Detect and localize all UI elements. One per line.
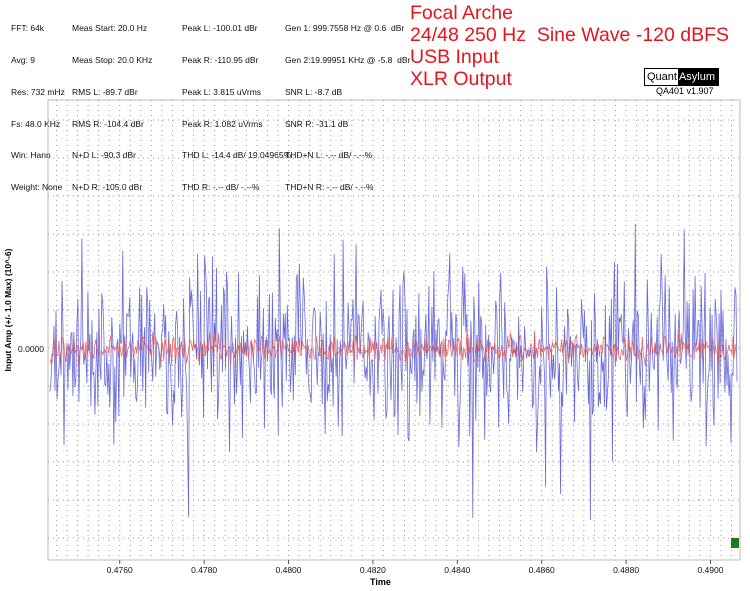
stat-meas-start: Meas Start: 20.0 Hz: [72, 23, 148, 34]
x-axis-label: Time: [370, 577, 391, 587]
green-marker: [731, 538, 739, 548]
stat-fs: Fs: 48.0 KHz: [11, 118, 61, 129]
stat-nd-r: N+D R: -105.0 dBr: [72, 182, 143, 193]
x-tick-label: 0.4800: [276, 565, 302, 575]
x-tick-label: 0.4780: [191, 565, 217, 575]
series-blue-line: [49, 223, 738, 521]
stat-fft: FFT: 64k: [11, 23, 45, 34]
y-tick-label: 0.0000: [18, 344, 44, 354]
stat-rms-r: RMS R: -104.4 dBr: [72, 118, 144, 129]
stats-column-1: FFT: 64k Avg: 9 Res: 732 mHz Fs: 48.0 KH…: [11, 2, 65, 203]
x-tick-label: 0.4840: [444, 565, 470, 575]
series-red-line: [49, 330, 738, 367]
title-line-2: 24/48 250 Hz Sine Wave -120 dBFS: [410, 24, 730, 46]
x-tick-label: 0.4880: [613, 565, 639, 575]
stat-snr-r: SNR R: -31.1 dB: [285, 118, 349, 129]
stat-avg: Avg: 9: [11, 54, 35, 65]
stat-peak-l-uv: Peak L: 3.815 uVrms: [182, 86, 262, 97]
x-tick-label: 0.4820: [360, 565, 386, 575]
quantasylum-logo: Quant Asylum: [644, 68, 720, 86]
stats-column-2: Meas Start: 20.0 Hz Meas Stop: 20.0 KHz …: [72, 2, 152, 203]
stat-peak-r-uv: Peak R: 1.082 uVrms: [182, 118, 263, 129]
x-tick-label: 0.4900: [697, 565, 723, 575]
stat-weight: Weight: None: [11, 182, 63, 193]
stat-nd-l: N+D L: -90.3 dBr: [72, 150, 137, 161]
stat-thdn-r: THD+N R: -.-- dB/ -.--%: [285, 182, 374, 193]
stat-meas-stop: Meas Stop: 20.0 KHz: [72, 54, 153, 65]
x-tick-label: 0.4760: [107, 565, 133, 575]
stat-thd-r: THD R: -.-- dB/ -.--%: [182, 182, 260, 193]
version-label: QA401 v1.907: [656, 86, 714, 96]
stat-snr-l: SNR L: -8.7 dB: [285, 86, 343, 97]
logo-quant: Quant: [645, 69, 678, 85]
stat-peak-r-dbr: Peak R: -110.95 dBr: [182, 54, 259, 65]
stats-column-3: Peak L: -100.01 dBr Peak R: -110.95 dBr …: [182, 2, 291, 203]
logo-asylum: Asylum: [677, 69, 719, 85]
stats-column-4: Gen 1: 999.7558 Hz @ 0.6 dBr Gen 2:19.99…: [285, 2, 410, 203]
title-line-4: XLR Output: [410, 68, 512, 90]
stat-peak-l-dbr: Peak L: -100.01 dBr: [182, 23, 258, 34]
stat-rms-l: RMS L: -89.7 dBr: [72, 86, 138, 97]
title-line-3: USB Input: [410, 46, 499, 68]
x-tick-label: 0.4860: [529, 565, 555, 575]
stat-gen1: Gen 1: 999.7558 Hz @ 0.6 dBr: [285, 23, 405, 34]
stat-win: Win: Hann: [11, 150, 51, 161]
title-line-1: Focal Arche: [410, 2, 513, 24]
y-axis-label: Input Amp (+/- 1.0 Max) (10^-6): [3, 248, 13, 372]
stat-gen2: Gen 2:19.99951 KHz @ -5.8 dBr: [285, 54, 411, 65]
stat-thd-l: THD L: -14.4 dB/ 19.04965%: [182, 150, 292, 161]
stat-res: Res: 732 mHz: [11, 86, 65, 97]
